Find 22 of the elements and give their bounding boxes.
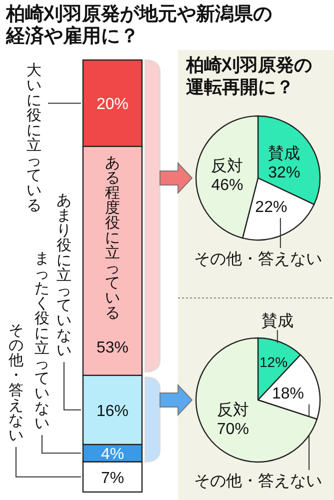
data-label: 46% xyxy=(211,177,244,194)
data-label: 12% xyxy=(260,354,288,370)
data-label: 53% xyxy=(96,339,129,356)
data-label: 20% xyxy=(96,96,129,114)
slice-label: 反対 xyxy=(211,157,244,176)
slice-label: その他・答えない xyxy=(194,251,322,268)
pie-slice xyxy=(195,337,318,463)
slice-label: 賛成 xyxy=(261,312,294,330)
data-label: 4% xyxy=(100,446,124,464)
text: ある程度役に立っている xyxy=(105,154,120,322)
text: その他・答えない xyxy=(8,322,24,444)
data-label: 16% xyxy=(96,402,129,420)
text: あまり役に立っていない xyxy=(56,192,72,359)
data-label: 18% xyxy=(272,385,304,402)
slice-label: 反対 xyxy=(216,401,249,420)
slice-label: その他・答えない xyxy=(194,473,322,490)
slice-label: 賛成 xyxy=(268,144,300,162)
text: まったく役に立っていない xyxy=(34,250,50,432)
data-label: 70% xyxy=(216,421,249,438)
data-label: 7% xyxy=(100,470,124,487)
data-label: 32% xyxy=(268,164,300,182)
text: 大いに役に立っている xyxy=(26,62,42,214)
